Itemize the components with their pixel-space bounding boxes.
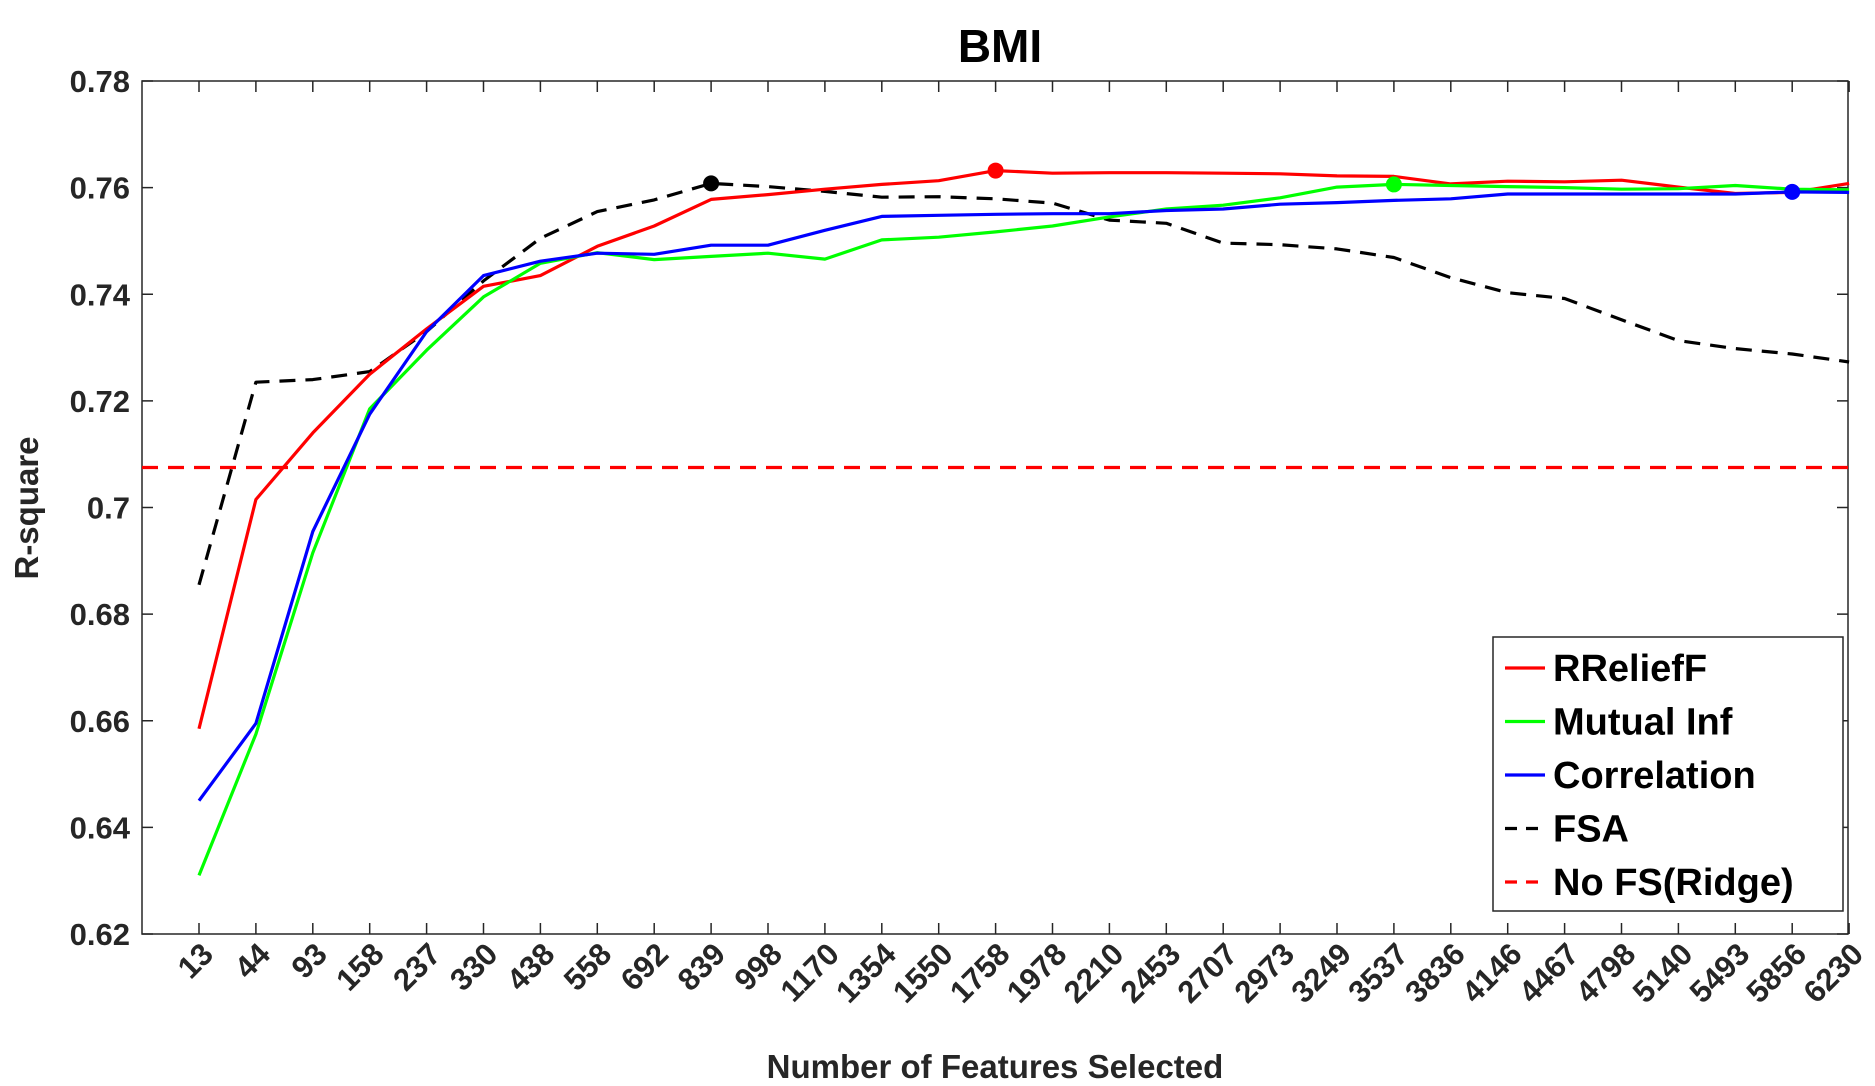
y-tick-label: 0.64 — [70, 810, 131, 845]
best-point-marker — [703, 175, 720, 192]
legend: RReliefF Mutual Inf Correlation FSA No FS(Ri… — [1492, 636, 1844, 912]
chart-title: BMI — [958, 20, 1042, 72]
legend-label: Mutual Inf — [1553, 702, 1733, 744]
series-line-correlation — [197, 190, 1850, 802]
y-tick-label: 0.68 — [70, 597, 130, 632]
y-tick-label: 0.76 — [70, 171, 130, 206]
best-point-marker — [987, 162, 1004, 179]
y-axis-label: R-square — [8, 436, 45, 579]
series-line-mutual-inf — [197, 182, 1850, 876]
legend-label: Correlation — [1553, 755, 1756, 797]
series-line-rrelieff — [197, 169, 1850, 730]
y-tick-label: 0.66 — [70, 704, 130, 739]
y-tick-label: 0.78 — [70, 64, 130, 99]
best-point-markers — [703, 162, 1801, 200]
best-point-marker — [1784, 183, 1801, 200]
x-axis-label: Number of Features Selected — [767, 1048, 1224, 1085]
legend-label: No FS(Ridge) — [1553, 862, 1794, 904]
series-line-fsa — [197, 181, 1850, 586]
legend-label: FSA — [1553, 809, 1629, 851]
y-axis-ticks: 0.62 0.64 0.66 0.68 0.7 0.72 0.74 0.76 0.78 — [70, 64, 1848, 952]
y-tick-label: 0.72 — [70, 384, 130, 419]
y-tick-label: 0.62 — [70, 917, 130, 952]
y-tick-label: 0.7 — [87, 491, 130, 526]
best-point-marker — [1385, 176, 1402, 193]
series-lines — [142, 169, 1850, 876]
legend-label: RReliefF — [1553, 648, 1707, 690]
legend-box — [1492, 636, 1844, 912]
y-tick-label: 0.74 — [70, 277, 131, 312]
